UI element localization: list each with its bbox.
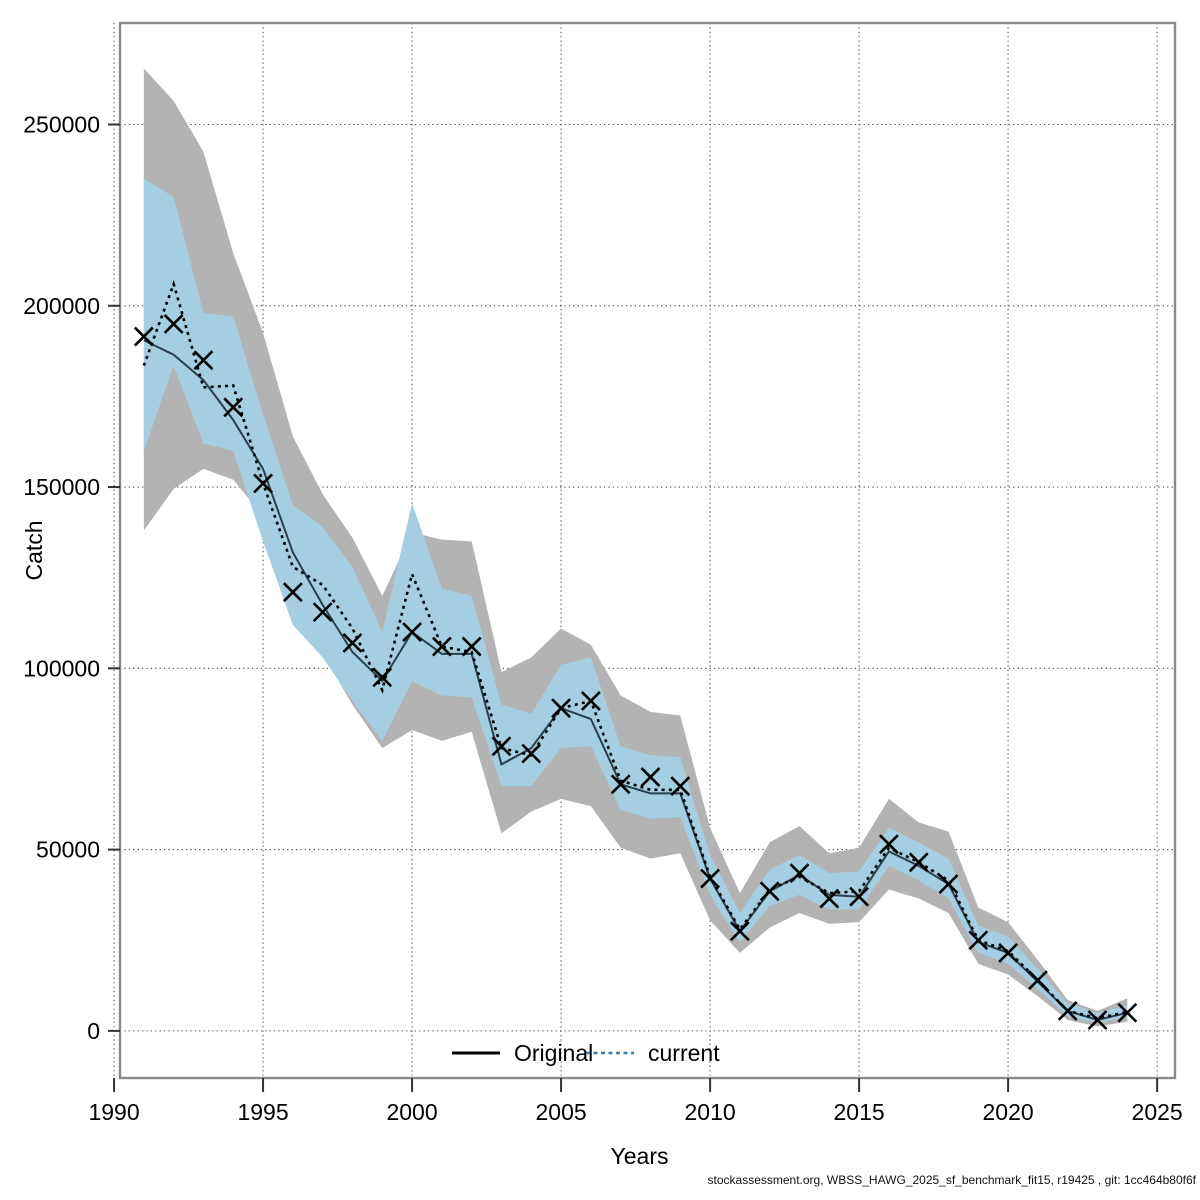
x-axis-title: Years — [611, 1143, 669, 1169]
x-axis-tick-label: 2010 — [684, 1099, 735, 1125]
confidence-band-current — [143, 178, 1128, 1023]
line-original — [143, 339, 1128, 1022]
x-axis-tick-label: 1990 — [88, 1099, 139, 1125]
observed-point-marker — [521, 743, 542, 764]
observed-point-marker — [819, 888, 840, 909]
observed-point-marker — [282, 582, 303, 603]
observed-point-marker — [253, 473, 273, 494]
observed-point-marker — [580, 691, 601, 711]
observed-point-marker — [133, 326, 154, 347]
observed-point-marker — [1057, 1001, 1078, 1021]
observed-point-marker — [938, 874, 959, 894]
observed-point-marker — [670, 776, 691, 797]
observed-point-marker — [908, 852, 929, 873]
footer-provenance-text: stockassessment.org, WBSS_HAWG_2025_sf_b… — [708, 1173, 1197, 1187]
y-axis-tick-label: 100000 — [23, 655, 100, 681]
x-axis-tick-label: 2025 — [1132, 1099, 1183, 1125]
observed-point-marker — [402, 622, 422, 642]
observed-point-marker — [849, 886, 870, 907]
x-axis-tick-label: 2005 — [535, 1099, 586, 1125]
y-axis-tick-label: 200000 — [23, 293, 100, 319]
observed-point-marker — [551, 698, 571, 719]
observed-point-marker — [878, 834, 899, 855]
observed-point-marker — [700, 868, 721, 889]
observed-point-marker — [491, 736, 512, 757]
y-axis-tick-label: 50000 — [36, 837, 100, 863]
y-axis-tick-label: 150000 — [23, 474, 100, 500]
observed-point-marker — [223, 397, 244, 418]
confidence-bands — [143, 68, 1128, 1027]
x-axis-tick-label: 1995 — [237, 1099, 288, 1125]
series-lines — [142, 279, 1128, 1022]
x-axis-tick-label: 2015 — [834, 1099, 885, 1125]
observed-point-marker — [163, 313, 184, 334]
line-current — [142, 279, 1128, 1020]
y-axis-title: Catch — [21, 520, 47, 580]
x-axis-tick-label: 2000 — [386, 1099, 437, 1125]
observed-point-marker — [1027, 970, 1048, 991]
observed-point-marker — [610, 774, 631, 795]
observed-point-marker — [640, 767, 661, 788]
observed-point-marker — [461, 636, 482, 657]
observed-point-marker — [1117, 1002, 1138, 1023]
y-axis-tick-label: 0 — [87, 1018, 100, 1044]
axes — [118, 21, 1177, 1080]
observed-point-marker — [193, 350, 214, 371]
observed-point-marker — [759, 881, 780, 902]
observed-point-marker — [1087, 1010, 1108, 1030]
y-axis-tick-label: 250000 — [23, 112, 100, 138]
y-axis: 0 50000 100000 150000 200000 250000 Catch — [21, 112, 120, 1044]
observed-point-marker — [729, 921, 750, 942]
observed-point-marker — [968, 930, 989, 951]
observed-point-marker — [342, 633, 363, 653]
confidence-band-original — [143, 68, 1128, 1027]
plot-border — [118, 21, 1177, 1080]
observed-point-marker — [998, 943, 1019, 963]
legend-label-current: current — [648, 1040, 720, 1066]
observed-point-marker — [372, 667, 393, 688]
observed-point-marker — [431, 636, 452, 657]
observed-point-marker — [312, 602, 333, 623]
legend-label-original: Original — [514, 1040, 593, 1066]
x-axis-tick-label: 2020 — [983, 1099, 1034, 1125]
x-axis: 1990 1995 2000 2005 2010 2015 2020 2025 Years — [88, 1078, 1183, 1169]
observed-point-marker — [789, 863, 810, 884]
legend[interactable]: Original current — [452, 1040, 720, 1066]
observed-markers — [133, 313, 1138, 1030]
